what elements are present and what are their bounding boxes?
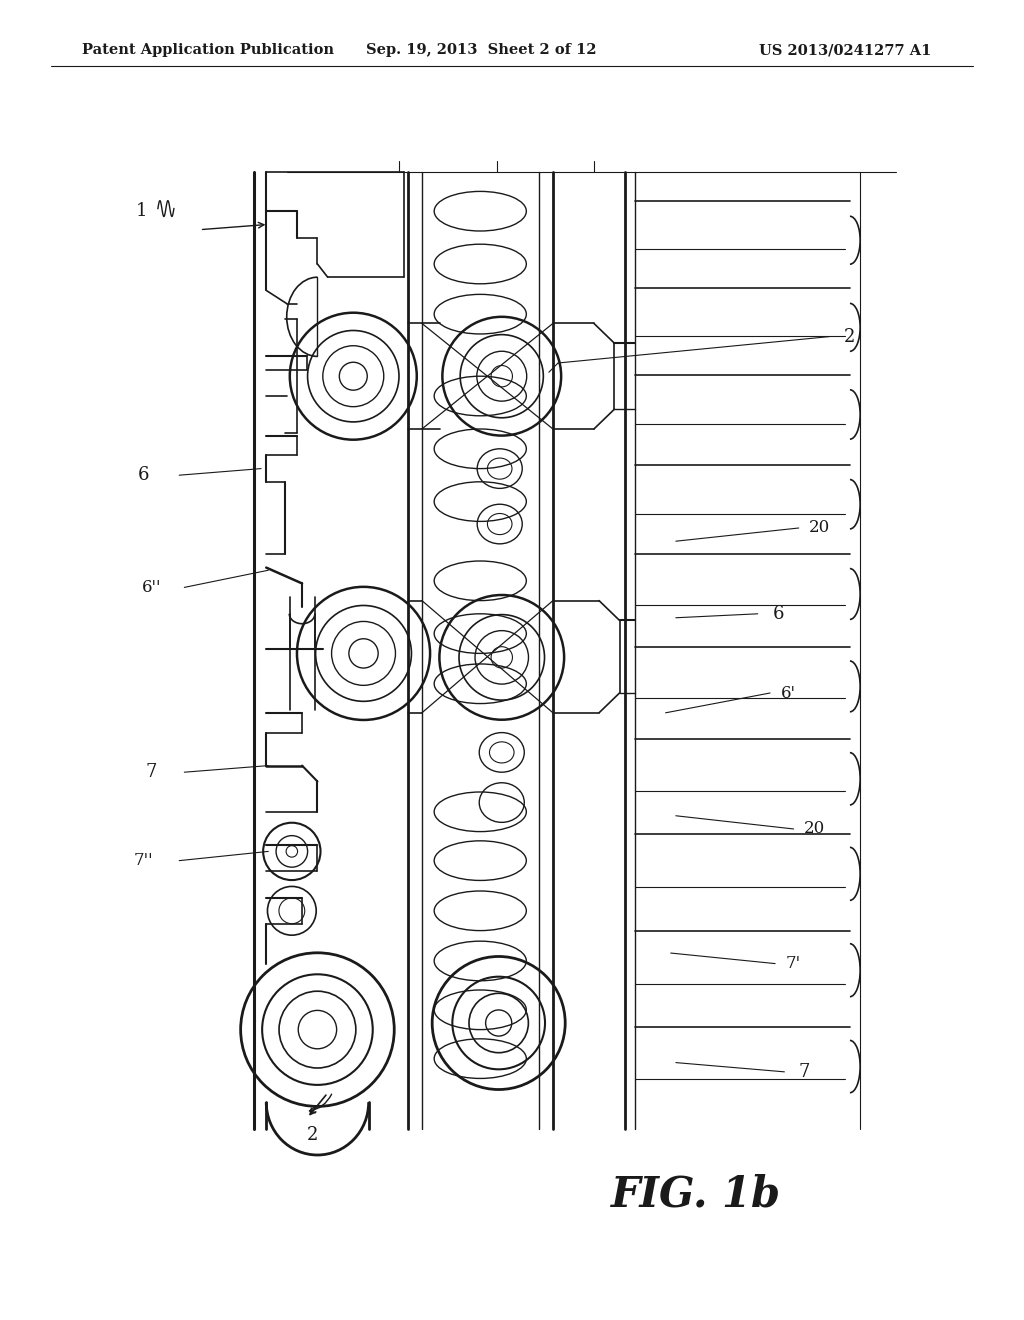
Text: Sep. 19, 2013  Sheet 2 of 12: Sep. 19, 2013 Sheet 2 of 12: [366, 44, 597, 57]
Text: 7: 7: [798, 1063, 810, 1081]
Text: 1: 1: [135, 202, 147, 220]
Text: 6': 6': [781, 685, 796, 701]
Text: 7'': 7'': [133, 853, 154, 869]
Text: 7: 7: [145, 763, 158, 781]
Text: 6: 6: [772, 605, 784, 623]
Text: US 2013/0241277 A1: US 2013/0241277 A1: [760, 44, 932, 57]
Text: 7': 7': [786, 956, 801, 972]
Text: 2: 2: [844, 327, 856, 346]
Text: 6'': 6'': [141, 579, 162, 595]
Text: Patent Application Publication: Patent Application Publication: [82, 44, 334, 57]
Text: 20: 20: [809, 520, 829, 536]
Text: 6: 6: [137, 466, 150, 484]
Text: FIG. 1b: FIG. 1b: [611, 1173, 781, 1216]
Text: 20: 20: [804, 821, 824, 837]
Text: 2: 2: [306, 1126, 318, 1144]
